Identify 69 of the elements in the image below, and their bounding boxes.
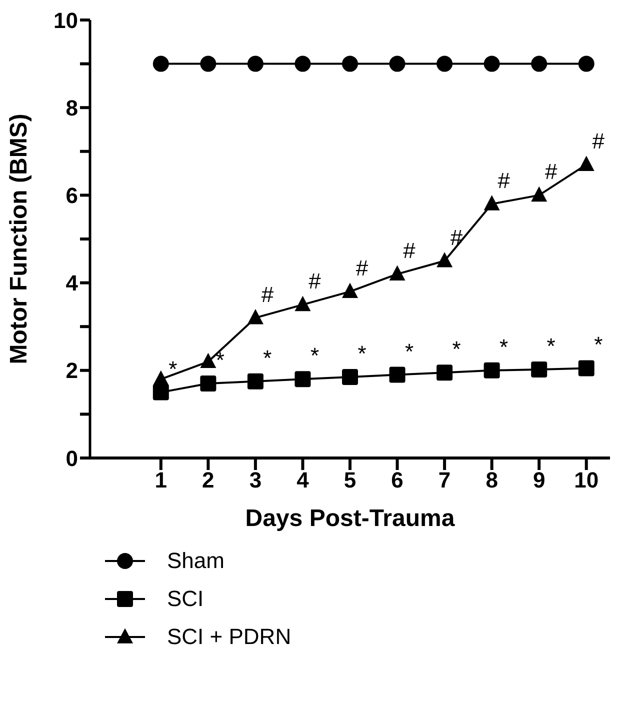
point <box>342 282 358 298</box>
x-tick-label: 8 <box>486 468 498 493</box>
annotation: # <box>592 128 606 154</box>
x-axis-title: Days Post-Trauma <box>245 505 456 532</box>
annotation: # <box>544 159 558 184</box>
point <box>578 156 594 171</box>
annotation: # <box>450 224 464 250</box>
y-tick-label: 0 <box>66 446 78 471</box>
point <box>484 56 500 72</box>
x-tick-label: 9 <box>532 468 546 493</box>
point <box>200 352 216 368</box>
point <box>436 252 453 268</box>
point <box>200 376 216 392</box>
point <box>152 370 169 386</box>
annotation: * <box>358 340 367 366</box>
point <box>578 360 594 376</box>
point <box>294 56 311 72</box>
point <box>342 368 358 385</box>
x-tick-label: 1 <box>154 468 168 493</box>
annotation: * <box>404 338 414 364</box>
annotation: * <box>500 334 509 360</box>
annotation: * <box>216 348 225 373</box>
annotation: # <box>403 238 416 264</box>
point <box>484 362 500 378</box>
x-tick-label: 5 <box>344 468 356 493</box>
x-tick-label: 2 <box>202 468 214 493</box>
y-tick-label: 4 <box>66 270 79 296</box>
x-tick-label: 6 <box>391 468 404 493</box>
annotation: * <box>168 356 178 382</box>
annotation: * <box>452 336 462 362</box>
x-tick-label: 4 <box>296 468 310 493</box>
point <box>484 195 500 210</box>
annotation: * <box>310 343 320 368</box>
y-tick-label: 2 <box>66 358 78 384</box>
point <box>531 186 548 202</box>
point <box>152 384 169 400</box>
point <box>436 56 453 72</box>
y-tick-label: 10 <box>54 8 78 33</box>
y-tick-label: 6 <box>66 183 78 208</box>
annotation: # <box>498 168 511 193</box>
annotation: # <box>261 282 274 307</box>
point <box>389 265 406 280</box>
x-tick-label: 3 <box>249 468 262 493</box>
x-tick-label: 7 <box>438 468 451 493</box>
x-tick-label: 10 <box>574 468 599 493</box>
point <box>247 56 264 72</box>
annotation: # <box>308 268 322 294</box>
legend-label: SCI + PDRN <box>167 624 292 650</box>
y-tick-label: 8 <box>66 95 78 120</box>
annotation: * <box>594 332 604 358</box>
point <box>531 56 548 72</box>
point <box>578 56 594 72</box>
point <box>342 56 358 72</box>
point <box>436 364 453 381</box>
point <box>389 56 406 72</box>
point <box>247 309 264 324</box>
annotation: * <box>546 334 556 359</box>
annotation: * <box>263 345 272 370</box>
point <box>294 296 311 312</box>
point <box>152 56 169 72</box>
point <box>247 373 264 390</box>
point <box>294 371 311 388</box>
point <box>389 366 406 383</box>
point <box>531 362 548 378</box>
annotation: # <box>356 256 369 281</box>
legend-label: Sham <box>167 548 224 574</box>
legend-label: SCI <box>167 586 204 612</box>
point <box>200 56 216 72</box>
y-axis-title: Motor Function (BMS) <box>6 114 33 364</box>
